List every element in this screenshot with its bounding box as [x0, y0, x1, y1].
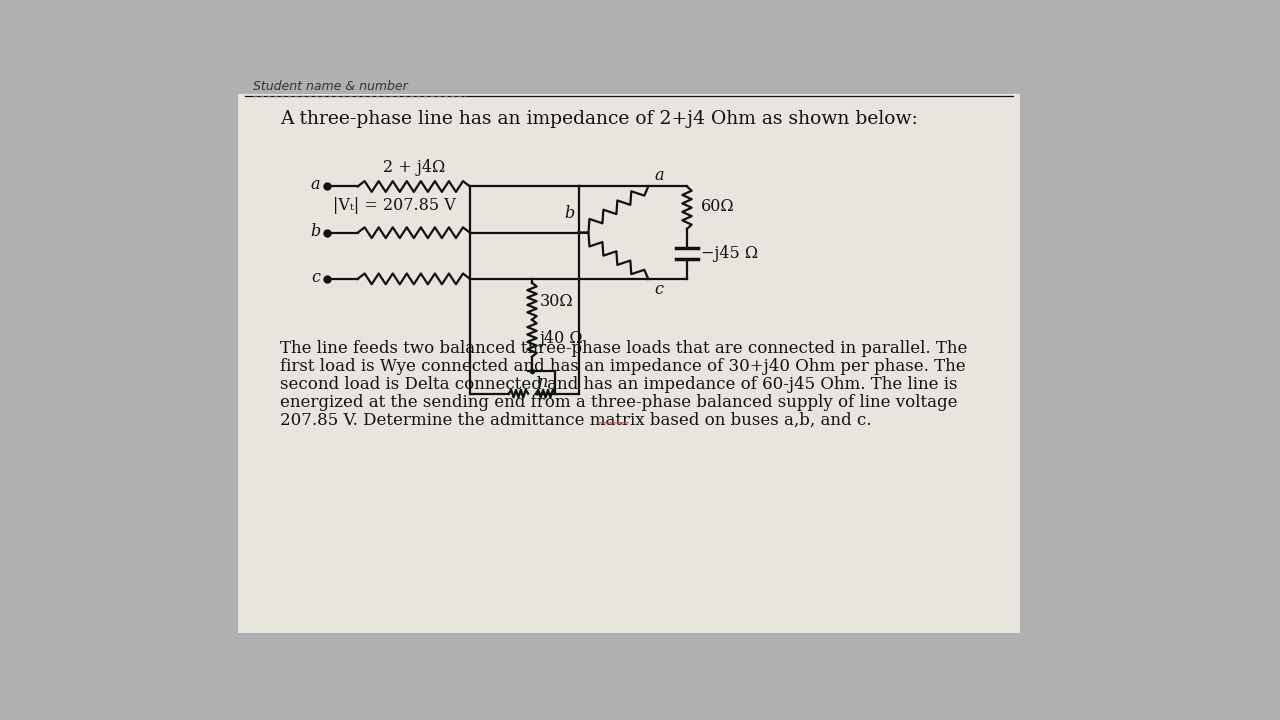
Text: energized at the sending end from a three-phase balanced supply of line voltage: energized at the sending end from a thre…: [280, 394, 957, 410]
Text: first load is Wye connected and has an impedance of 30+j40 Ohm per phase. The: first load is Wye connected and has an i…: [280, 359, 965, 375]
Text: second load is Delta connected and has an impedance of 60-j45 Ohm. The line is: second load is Delta connected and has a…: [280, 376, 957, 393]
Text: j40 Ω: j40 Ω: [540, 330, 584, 347]
Text: b: b: [310, 222, 320, 240]
Text: |Vₜ| = 207.85 V: |Vₜ| = 207.85 V: [333, 197, 456, 215]
Text: c: c: [311, 269, 320, 286]
Text: 60Ω: 60Ω: [701, 197, 735, 215]
Text: The line feeds two balanced three-phase loads that are connected in parallel. Th: The line feeds two balanced three-phase …: [280, 341, 968, 358]
Text: n: n: [538, 374, 548, 391]
Text: A three-phase line has an impedance of 2+j4 Ohm as shown below:: A three-phase line has an impedance of 2…: [280, 109, 918, 127]
Text: a: a: [311, 176, 320, 194]
Text: Student name & number: Student name & number: [253, 79, 408, 93]
FancyBboxPatch shape: [238, 94, 1020, 633]
Text: b: b: [564, 205, 575, 222]
Text: a: a: [654, 167, 664, 184]
Text: 30Ω: 30Ω: [540, 293, 573, 310]
Text: −j45 Ω: −j45 Ω: [701, 246, 758, 262]
Text: 2 + j4Ω: 2 + j4Ω: [383, 158, 445, 176]
Text: 207.85 V. Determine the admittance matrix based on buses a,b, and c.: 207.85 V. Determine the admittance matri…: [280, 411, 872, 428]
Text: c: c: [654, 282, 663, 298]
